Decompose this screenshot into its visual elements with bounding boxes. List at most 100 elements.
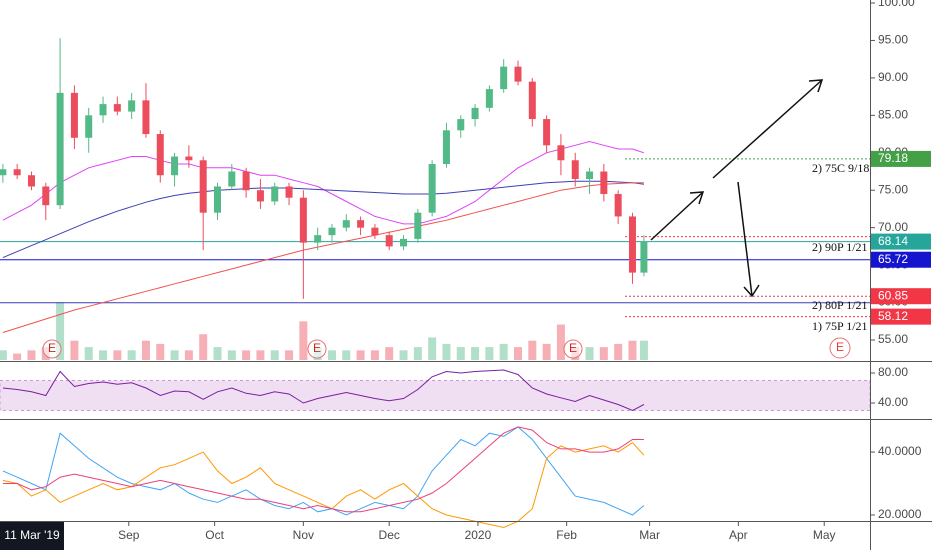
volume-bar: [141, 340, 150, 360]
volume-bar: [370, 350, 379, 360]
earnings-marker[interactable]: [42, 339, 62, 359]
x-tick-label: Nov: [293, 528, 314, 542]
price-level-label: 68.14: [878, 234, 908, 248]
annotation: 1) 75P 1/21: [812, 319, 868, 333]
candle-body: [640, 241, 648, 273]
price-level-label: 79.18: [878, 151, 908, 165]
volume-bar: [485, 347, 494, 360]
candle-body: [256, 190, 264, 202]
moving-average: [2, 180, 644, 259]
candle-body: [600, 171, 608, 194]
dmi-line: [2, 426, 645, 516]
x-tick-label: Feb: [556, 528, 577, 542]
candle-body: [514, 66, 522, 82]
candle-body: [85, 115, 93, 138]
candle-body: [314, 235, 322, 243]
x-tick-label: Apr: [729, 528, 748, 542]
candle-body: [357, 220, 365, 228]
arrow-head: [689, 191, 705, 205]
x-tick-label: May: [813, 528, 836, 542]
dmi-tick-label: 20.0000: [878, 507, 922, 521]
candle-body: [156, 134, 164, 176]
candle-body: [299, 197, 307, 243]
candle-body: [199, 160, 207, 213]
earnings-label: E: [313, 341, 321, 355]
x-tick-label: Sep: [118, 528, 140, 542]
candle-body: [500, 66, 508, 90]
volume-bar: [27, 350, 36, 360]
rsi-band: [0, 380, 871, 412]
time-label-box: [0, 522, 64, 550]
price-level-label: 58.12: [878, 309, 908, 323]
candle-body: [457, 119, 465, 131]
earnings-label: E: [48, 341, 56, 355]
y-tick-label: 75.00: [878, 182, 908, 196]
volume-bar: [399, 350, 408, 360]
volume-bar: [199, 334, 208, 360]
x-tick-label: 2020: [465, 528, 492, 542]
volume-bar: [471, 347, 480, 360]
rsi-tick-label: 40.00: [878, 395, 908, 409]
price-level-box: [871, 150, 931, 167]
arrow-head: [808, 79, 824, 93]
volume-bar: [170, 350, 179, 360]
annotation: 2) 90P 1/21: [812, 240, 868, 254]
dmi-line: [2, 441, 645, 529]
earnings-marker[interactable]: [563, 339, 583, 359]
y-tick-label: 90.00: [878, 70, 908, 84]
x-tick-label: Oct: [205, 528, 224, 542]
earnings-label: E: [836, 340, 844, 354]
price-level-label: 65.72: [878, 252, 908, 266]
candle-body: [99, 104, 107, 116]
volume-bar: [385, 347, 394, 360]
y-tick-label: 70.00: [878, 220, 908, 234]
volume-bar: [156, 343, 165, 360]
candle-body: [485, 89, 493, 108]
candle-body: [171, 156, 179, 176]
volume-bar: [285, 350, 294, 360]
volume-bar: [299, 321, 308, 360]
candle-body: [42, 186, 50, 206]
candle-body: [228, 171, 236, 187]
x-tick-label: Mar: [639, 528, 660, 542]
volume-bar: [127, 350, 136, 360]
volume-bar: [513, 347, 522, 360]
earnings-marker[interactable]: [307, 339, 327, 359]
candle-body: [571, 160, 579, 179]
volume-bar: [456, 347, 465, 360]
candle-body: [557, 145, 565, 161]
arrow: [737, 181, 753, 297]
volume-bar: [599, 347, 608, 360]
price-level-box: [871, 251, 931, 268]
volume-bar: [327, 350, 336, 360]
candle-body: [614, 193, 622, 217]
arrow: [650, 191, 704, 241]
candle-body: [400, 238, 408, 247]
volume-bar: [0, 350, 7, 360]
candle-body: [586, 171, 594, 179]
volume-bar: [227, 350, 236, 360]
volume-bar: [256, 350, 265, 360]
price-level-box: [871, 288, 931, 305]
y-tick-label: 85.00: [878, 108, 908, 122]
candle-body: [471, 107, 479, 120]
volume-bar: [99, 350, 108, 360]
arrows: [650, 79, 824, 298]
dmi-line: [2, 426, 644, 513]
price-level-box: [871, 233, 931, 250]
candle-body: [442, 130, 450, 165]
rsi-tick-label: 80.00: [878, 365, 908, 379]
candle-body: [543, 119, 551, 146]
candle-body: [0, 169, 7, 176]
earnings-marker[interactable]: [829, 337, 851, 359]
volume-bar: [242, 350, 251, 360]
rsi-line: [2, 369, 645, 412]
volume-bar: [356, 350, 365, 360]
candle-body: [271, 186, 279, 202]
candle-body: [528, 81, 536, 120]
volume-bar: [70, 340, 79, 360]
volume-bar: [184, 350, 193, 360]
